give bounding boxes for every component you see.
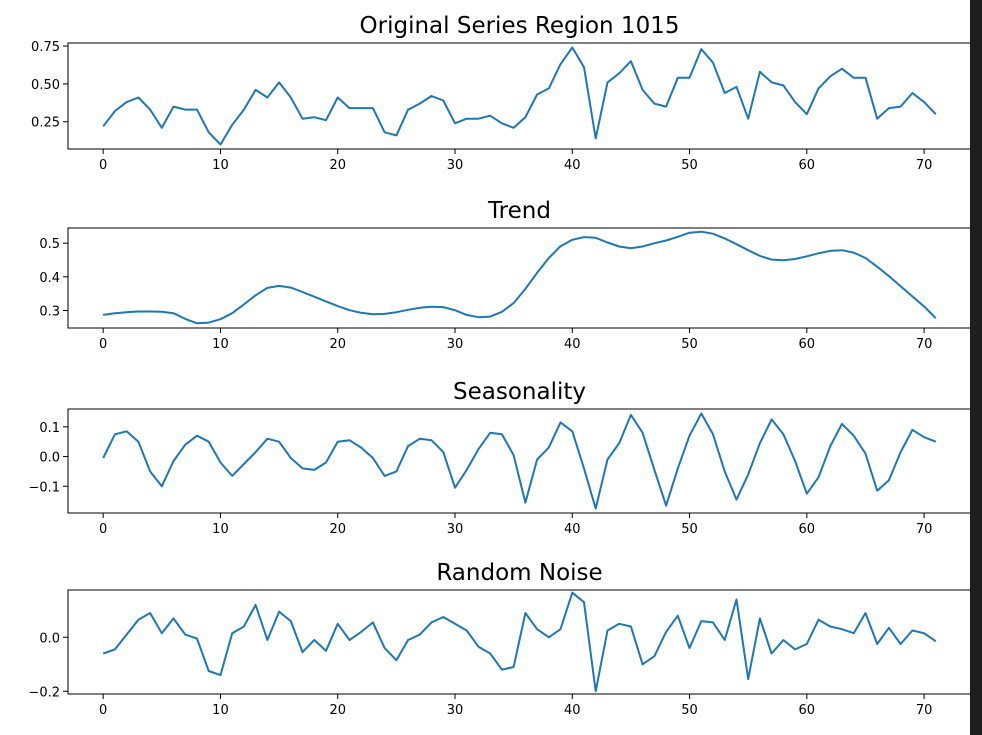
x-tick-label: 20 bbox=[329, 158, 346, 173]
x-tick-label: 30 bbox=[447, 337, 464, 352]
chart-title: Random Noise bbox=[436, 560, 602, 586]
x-tick-label: 0 bbox=[99, 703, 107, 718]
series-line bbox=[102, 412, 937, 510]
x-tick-label: 10 bbox=[212, 703, 229, 718]
x-tick-label: 30 bbox=[447, 522, 464, 537]
x-tick-label: 10 bbox=[212, 337, 229, 352]
y-tick-label: 0.0 bbox=[39, 631, 60, 646]
x-tick-label: 60 bbox=[799, 158, 816, 173]
y-tick-label: 0.50 bbox=[31, 78, 60, 93]
x-tick-label: 70 bbox=[916, 158, 933, 173]
x-tick-label: 40 bbox=[564, 522, 581, 537]
y-tick-label: 0.1 bbox=[39, 421, 60, 436]
x-tick-label: 40 bbox=[564, 703, 581, 718]
axes-frame bbox=[67, 227, 970, 329]
x-tick-label: 50 bbox=[681, 158, 698, 173]
chart-title: Seasonality bbox=[453, 379, 586, 405]
x-tick-label: 60 bbox=[799, 337, 816, 352]
y-tick-label: 0.25 bbox=[31, 116, 60, 131]
x-tick-label: 40 bbox=[564, 337, 581, 352]
x-tick-label: 10 bbox=[212, 522, 229, 537]
y-tick-label: 0.5 bbox=[39, 237, 60, 252]
x-tick-label: 20 bbox=[329, 703, 346, 718]
chart-title: Trend bbox=[487, 198, 551, 224]
x-tick-label: 50 bbox=[681, 337, 698, 352]
axes-frame bbox=[67, 408, 970, 514]
x-tick-label: 20 bbox=[329, 522, 346, 537]
x-tick-label: 0 bbox=[99, 158, 107, 173]
y-tick-label: −0.2 bbox=[28, 685, 60, 700]
x-tick-label: 50 bbox=[681, 522, 698, 537]
x-tick-label: 10 bbox=[212, 158, 229, 173]
y-tick-label: −0.1 bbox=[28, 480, 60, 495]
x-tick-label: 70 bbox=[916, 337, 933, 352]
x-tick-label: 30 bbox=[447, 158, 464, 173]
x-tick-label: 70 bbox=[916, 522, 933, 537]
x-tick-label: 30 bbox=[447, 703, 464, 718]
x-tick-label: 70 bbox=[916, 703, 933, 718]
x-tick-label: 40 bbox=[564, 158, 581, 173]
axes-frame bbox=[67, 42, 970, 150]
chart-title: Original Series Region 1015 bbox=[360, 13, 680, 39]
y-tick-label: 0.3 bbox=[39, 304, 60, 319]
series-line bbox=[102, 46, 937, 146]
x-tick-label: 0 bbox=[99, 337, 107, 352]
x-tick-label: 60 bbox=[799, 522, 816, 537]
y-tick-label: 0.75 bbox=[31, 40, 60, 55]
y-tick-label: 0.4 bbox=[39, 271, 60, 286]
x-tick-label: 0 bbox=[99, 522, 107, 537]
series-line bbox=[102, 591, 937, 693]
x-tick-label: 60 bbox=[799, 703, 816, 718]
y-tick-label: 0.0 bbox=[39, 451, 60, 466]
axes-frame bbox=[67, 589, 970, 695]
x-tick-label: 20 bbox=[329, 337, 346, 352]
x-tick-label: 50 bbox=[681, 703, 698, 718]
series-line bbox=[103, 230, 937, 325]
